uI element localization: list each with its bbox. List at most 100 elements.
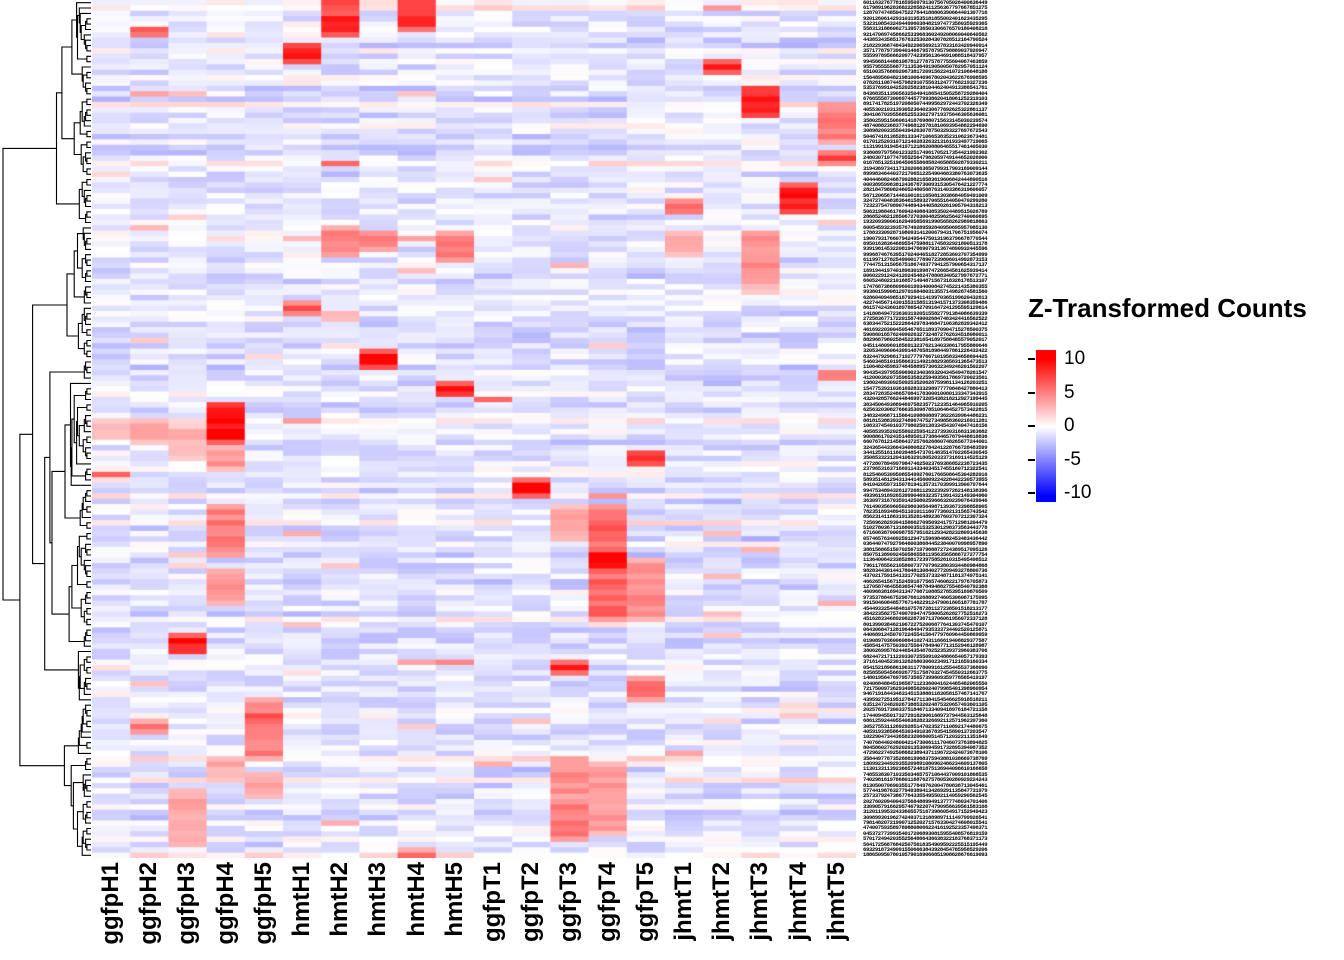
row-label: 2834728352486570841783000100801333473439… [863,390,988,398]
row-label: 4939619189265399904693235719914321493049… [863,491,988,499]
row-label: 5559978956662097742395613646910885184379… [863,52,988,60]
column-label-text: jhmtT4 [784,862,812,941]
row-label: 1136400642338528817239758526103154954985… [863,556,988,564]
column-label-text: ggfpH3 [173,862,201,945]
column-label: hmtH4 [398,862,436,960]
row-label: 5063198846176094240884385350244895150267… [863,207,988,215]
row-label: 4395927251951278427113841545466259185182… [863,695,988,703]
column-label: ggfpT2 [512,862,550,960]
row-label: 7232375470890744894344058202619057043162… [863,202,988,210]
row-label: 7407684402480042147300611170460737638948… [863,738,988,746]
row-label: 4406891245070722455415647797609644508699… [863,631,988,639]
column-label-text: hmtH2 [326,862,354,937]
row-label: 4616922030045054676511893709047152785003… [863,325,988,333]
heatmap-canvas [92,0,856,858]
column-label: ggfpT4 [589,862,627,960]
row-label: 9915046084857767146229124790618051877817… [863,599,988,607]
row-label: 6351247248202673885320248753206574936011… [863,701,988,709]
row-label: 7744751315056751867493779412579006543171… [863,261,988,269]
row-label: 3584497787352688199683759438810386697387… [863,754,988,762]
row-label: 1886509507801057901690668519086286766190… [863,851,988,858]
row-label: 1418084947236303192051558277913840866393… [863,309,988,317]
row-label: 2027602094004375684889949137777480347014… [863,797,988,805]
legend-tick-label: -10 [1064,482,1092,503]
row-label: 9938015990812970168480313557149828745815… [863,288,988,296]
legend: Z-Transformed Counts 10 5 0 -5 -10 [1028,293,1342,513]
legend-colorbar [1036,350,1056,502]
row-label: 8507513890924505865581195635658887272777… [863,550,988,558]
column-label-text: ggfpT5 [631,862,659,942]
row-label: 3508533231204106329180520333731691145251… [863,454,988,462]
row-label: 4544933254484810757872811272385015182131… [863,604,988,612]
row-label: 1130133113923665724818751369440986101666… [863,765,988,773]
row-label: 9214708974586625339683602492080600406405… [863,30,988,38]
row-label: 8045860276292020135306945917328953940873… [863,743,988,751]
row-label: 2379653163716691143340345174551607123225… [863,465,988,473]
row-label: 7402981619786801168762757805302809292242… [863,776,988,784]
column-label: ggfpH4 [207,862,245,960]
legend-tick-mark [1028,358,1035,360]
row-label: 0453727739935401720689308159554085768191… [863,829,988,837]
column-label-text: hmtH1 [288,862,316,937]
row-label: 8125460530950855499276017665086453042820… [863,470,988,478]
row-label: 8829687980258452238165418975884855790520… [863,336,988,344]
row-label: 6383447521522266429783468471063828393424… [863,320,988,328]
row-label: 7823518934894511010111607736021315657435… [863,508,988,516]
row-label: 9380897975601233251749617052173544219923… [863,148,988,156]
row-label: 1287074748504752278441888063906644013077… [863,9,988,17]
row-label: 4058539352025580225954123739303168313636… [863,427,988,435]
row-label: 1022904734436582320660051457120322113516… [863,733,988,741]
row-label: 4227445671430155315851319415713733083594… [863,298,988,306]
legend-tick-mark [1028,492,1035,494]
legend-tick-mark [1028,391,1035,394]
row-label: 7217500973629349856260240799854013989609… [863,685,988,692]
row-label: 0240684884519658711233600416244854820655… [863,679,988,687]
row-label: 2725836771722015874900268474834244165625… [863,314,988,322]
row-label: 4059193385864530349103678354158901372035… [863,727,988,735]
legend-colorbar-area: 10 5 0 -5 -10 [1028,338,1342,513]
row-label: 6510035768892067381720915622410721066481… [863,68,988,76]
row-label: 5641725687684250756183549095922255151954… [863,840,988,848]
row-label: 9828344301441780481308402772094932788007… [863,567,988,575]
row-label: 3243654433664340808227842412287667284835… [863,443,988,451]
row-label: 6766555873006974457799386204180612523191… [863,95,988,103]
row-label: 4320428576624484699732054382182129271994… [863,395,988,403]
column-label: jhmtT2 [703,862,741,960]
row-label: 1788333092871080931412006794317067519560… [863,229,988,237]
row-label: 7614903569605029803056498713936733988589… [863,502,988,510]
row-label: 0190897036006086410274311666194088293775… [863,636,988,644]
row-label: 4055302103139305236402306776926253228611… [863,105,988,113]
row-label: 6179891962836822265824112563677976678512… [863,3,988,11]
row-label: 0364407479279646003868445238400709989578… [863,540,988,548]
column-label-text: hmtH4 [402,862,430,937]
row-label: 5701724942035525648664366383221837683711… [863,835,988,843]
row-label: 7485538307103350346575710644370091018685… [863,770,988,778]
row-label: 8258550545669267751758703274545503126637… [863,668,988,676]
row-label: 5353769910425202582381044624049133885417… [863,84,988,92]
row-label: 5671206567144610016116508130386840594910… [863,191,988,199]
row-label: 2480307107747955256479820597491446520269… [863,154,988,162]
row-label: 6011632767781659509791307567050264006364… [863,0,988,6]
row-label: 3571778797390401466795787957988890379209… [863,46,988,54]
column-label-text: jhmtT3 [746,862,774,941]
row-label: 3580259515060614187698807156331450302395… [863,116,988,124]
row-label: 6607678121458643725766268607482656772440… [863,438,988,446]
row-label: 9043543979559069023403693204345494782615… [863,368,988,376]
column-label: jhmtT1 [665,862,703,960]
row-label: 8999834644037217065122549046833807630736… [863,170,988,178]
row-label: 6861259244055406382823266921125719623973… [863,717,988,725]
column-label-text: jhmtT1 [670,862,698,941]
row-label: 8436835113905632504941865415052587292804… [863,89,988,97]
column-label-text: ggfpT3 [555,862,583,942]
row-label: 3842235827574907094747580052628277525162… [863,609,988,617]
column-label-text: jhmtT2 [708,862,736,941]
row-label: 4662654156715245916775657460822179767058… [863,577,988,585]
row-label: 2821847980824605248056876314033863196060… [863,186,988,194]
row-label: 1564895604821981006469678020436226769985… [863,73,988,81]
row-label: 3120119953243360557516739860549171529494… [863,808,988,816]
row-label: 4516283346892082287367137060619560723371… [863,615,988,623]
row-label: 6119971278254990017789072398060149928731… [863,256,988,263]
column-label-text: ggfpH4 [211,862,239,945]
row-label: 6005459323935767492895928409506959570851… [863,223,988,231]
row-label: 3441255161160394854737014835147022654305… [863,449,988,457]
